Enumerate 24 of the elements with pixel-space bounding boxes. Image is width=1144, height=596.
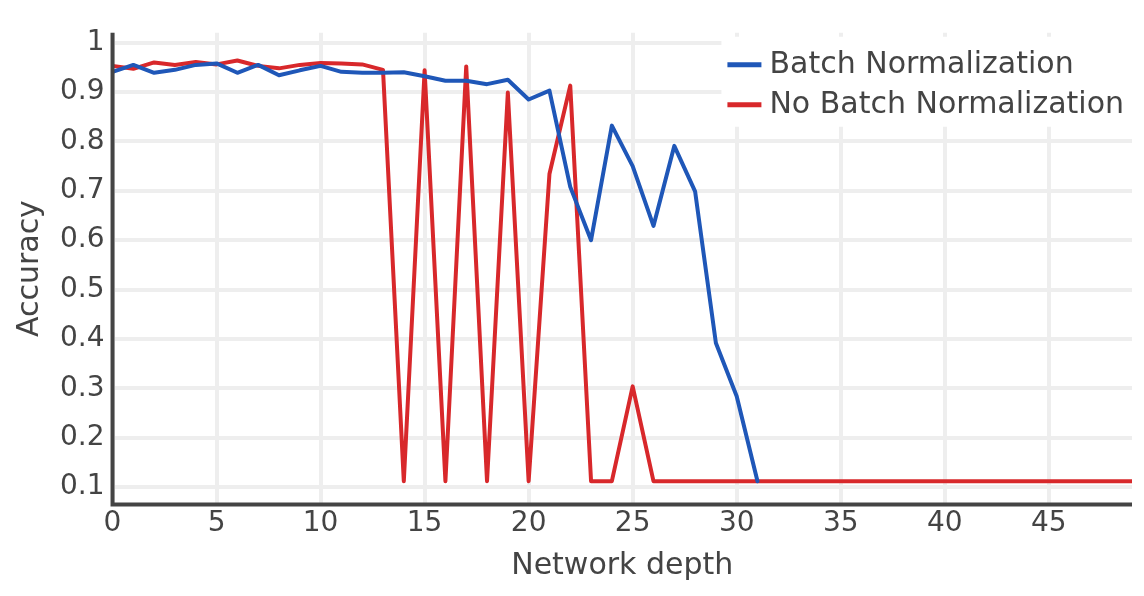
y-tick-label: 0.3 <box>60 369 105 403</box>
y-tick-label: 0.4 <box>60 320 105 354</box>
y-tick-label: 0.7 <box>60 172 105 206</box>
y-tick-label: 1 <box>86 23 105 57</box>
x-tick-label: 30 <box>718 505 755 539</box>
x-tick-label: 15 <box>406 505 443 539</box>
x-tick-label: 25 <box>614 505 651 539</box>
y-tick-label: 0.5 <box>60 270 105 304</box>
legend-label: No Batch Normalization <box>769 84 1125 120</box>
x-tick-label: 10 <box>302 505 339 539</box>
legend-label: Batch Normalization <box>769 44 1074 80</box>
y-tick-label: 0.6 <box>60 221 105 255</box>
y-axis-title: Accuracy <box>9 200 45 338</box>
x-tick-label: 0 <box>103 505 122 539</box>
x-tick-label: 40 <box>926 505 963 539</box>
y-tick-label: 0.9 <box>60 73 105 107</box>
x-tick-label: 35 <box>822 505 859 539</box>
x-tick-label: 5 <box>207 505 226 539</box>
y-tick-label: 0.2 <box>60 419 105 453</box>
x-axis-title: Network depth <box>511 545 734 581</box>
y-tick-label: 0.8 <box>60 122 105 156</box>
x-tick-label: 45 <box>1030 505 1067 539</box>
y-tick-label: 0.1 <box>60 468 105 502</box>
x-tick-label: 20 <box>510 505 547 539</box>
